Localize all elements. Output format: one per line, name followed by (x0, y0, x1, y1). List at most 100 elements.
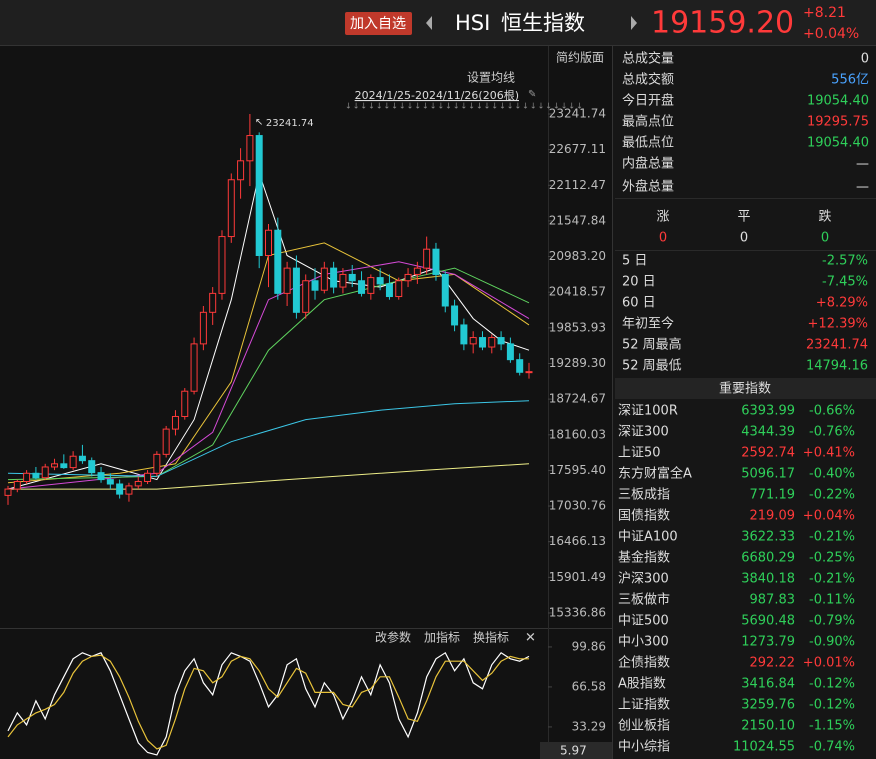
breadth-value: 0 (659, 231, 667, 246)
index-name[interactable]: 创业板指 (618, 719, 670, 734)
candle-body (516, 359, 524, 373)
index-price[interactable]: 11024.55 (733, 740, 795, 755)
osc-tick-label: 66.58 (572, 679, 606, 693)
candle-body (451, 305, 459, 326)
add-watch-label[interactable]: 加入自选 (350, 16, 406, 32)
indicator-button[interactable]: 改参数 (375, 630, 411, 645)
index-price[interactable]: 4344.39 (741, 425, 795, 440)
candle-body (311, 280, 319, 291)
stat-label: 总成交量 (622, 51, 674, 67)
y-tick-label: 17030.76 (549, 499, 606, 513)
add-watch-button[interactable] (345, 12, 412, 35)
close-indicator[interactable]: ✕ (525, 631, 536, 646)
index-name[interactable]: 基金指数 (618, 550, 670, 566)
indicator-button[interactable]: 加指标 (424, 630, 460, 645)
max-label: 23241.74 (266, 118, 314, 129)
index-name[interactable]: 中证A100 (618, 530, 678, 545)
max-arrow: ↖ (255, 117, 263, 128)
candle-body (51, 463, 59, 468)
index-name[interactable]: 中证500 (618, 614, 669, 629)
index-name[interactable]: 中小300 (618, 635, 669, 650)
index-pct[interactable]: -0.11% (809, 593, 855, 608)
index-name[interactable]: A股指数 (618, 677, 666, 692)
candle-body (274, 229, 282, 294)
candle-body (265, 229, 272, 257)
osc-current: 5.97 (560, 744, 587, 758)
stat-value: 19295.75 (807, 115, 869, 130)
y-tick-label: 23241.74 (549, 106, 606, 120)
index-price[interactable]: 987.83 (750, 593, 796, 608)
index-name[interactable]: 深证100R (618, 404, 678, 419)
index-price[interactable]: 3622.33 (741, 530, 795, 545)
index-price[interactable]: 5690.48 (741, 614, 795, 629)
candle-body (469, 337, 477, 345)
candle-body (106, 479, 114, 485)
candle-body (116, 483, 124, 495)
stat-value: 19054.40 (807, 136, 869, 151)
index-price[interactable]: 5096.17 (741, 467, 795, 482)
indicator-button[interactable]: 换指标 (473, 630, 509, 645)
index-pct[interactable]: -0.22% (809, 488, 855, 503)
index-pct[interactable]: +0.04% (803, 509, 855, 524)
index-pct[interactable]: -0.74% (809, 740, 855, 755)
candle-body (348, 273, 356, 282)
index-name[interactable]: 上证指数 (618, 698, 670, 713)
index-pct[interactable]: -1.15% (809, 719, 855, 734)
period-value: 23241.74 (806, 338, 868, 353)
index-pct[interactable]: -0.25% (809, 551, 855, 566)
layout-toggle[interactable]: 简约版面 (556, 50, 604, 65)
y-tick-label: 15901.49 (549, 570, 606, 584)
candle-body (339, 273, 347, 288)
index-pct[interactable]: +0.01% (803, 656, 855, 671)
candle-body (330, 267, 338, 288)
index-name[interactable]: 沪深300 (618, 571, 669, 587)
index-pct[interactable]: -0.12% (809, 677, 855, 692)
candle-body (488, 337, 496, 348)
candle-body (134, 480, 142, 487)
index-name[interactable]: 三板做市 (618, 592, 670, 608)
index-pct[interactable]: -0.21% (809, 572, 855, 587)
candle-body (60, 463, 68, 469)
index-pct[interactable]: -0.66% (809, 404, 855, 419)
candle-body (88, 460, 96, 474)
index-price[interactable]: 2150.10 (741, 719, 795, 734)
index-name[interactable]: 中小综指 (618, 740, 670, 755)
index-name[interactable]: 三板成指 (618, 488, 670, 503)
date-range[interactable]: 2024/1/25-2024/11/26(206根) (355, 88, 519, 102)
moving-average (7, 171, 530, 490)
index-price[interactable]: 3259.76 (741, 698, 795, 713)
candle-body (69, 455, 77, 469)
index-pct[interactable]: -0.76% (809, 425, 855, 440)
ma-setting[interactable]: 设置均线 (467, 71, 515, 85)
y-tick-label: 19853.93 (549, 320, 606, 334)
index-price[interactable]: 6680.29 (741, 551, 795, 566)
index-name[interactable]: 东方财富全A (618, 466, 692, 482)
pin-icon[interactable]: ✎ (528, 89, 536, 100)
index-price[interactable]: 2592.74 (741, 446, 795, 461)
prev-arrow[interactable] (426, 16, 432, 30)
candle-body (171, 415, 179, 430)
period-value: 14794.16 (806, 359, 868, 374)
period-value: +8.29% (816, 296, 868, 311)
index-price[interactable]: 219.09 (750, 509, 796, 524)
index-name[interactable]: 企债指数 (618, 655, 670, 671)
index-name[interactable]: 上证50 (618, 446, 661, 461)
index-name[interactable]: 深证300 (618, 425, 669, 440)
index-price[interactable]: 6393.99 (741, 404, 795, 419)
index-name[interactable]: 国债指数 (618, 509, 670, 524)
index-price[interactable]: 3416.84 (741, 677, 795, 692)
period-label: 52 周最低 (622, 359, 682, 374)
index-pct[interactable]: -0.79% (809, 614, 855, 629)
oscillator-line (7, 654, 529, 750)
index-pct[interactable]: -0.40% (809, 467, 855, 482)
period-value: +12.39% (808, 317, 868, 332)
index-pct[interactable]: -0.12% (809, 698, 855, 713)
index-pct[interactable]: -0.21% (809, 530, 855, 545)
index-pct[interactable]: -0.90% (809, 635, 855, 650)
index-price[interactable]: 292.22 (750, 656, 796, 671)
index-price[interactable]: 771.19 (750, 488, 796, 503)
index-pct[interactable]: +0.41% (803, 446, 855, 461)
index-price[interactable]: 1273.79 (741, 635, 795, 650)
next-arrow[interactable] (631, 16, 637, 30)
index-price[interactable]: 3840.18 (741, 572, 795, 587)
